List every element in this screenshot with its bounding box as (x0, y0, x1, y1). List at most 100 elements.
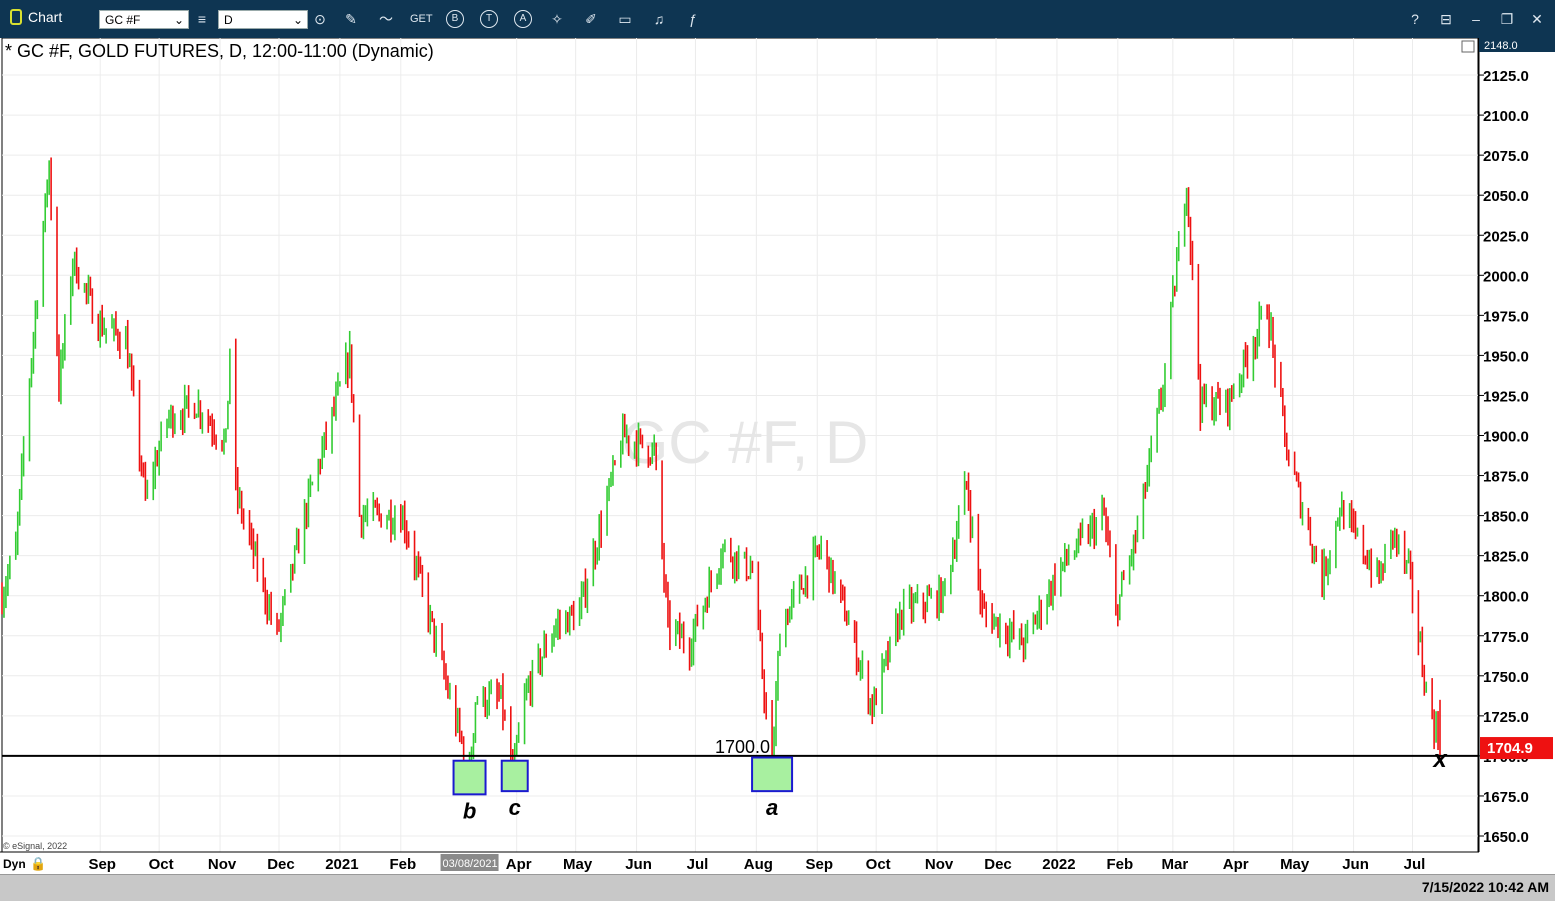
last-price-box (1480, 737, 1553, 760)
cursor-date-box (440, 854, 499, 871)
time-tick-label: Apr (506, 856, 532, 873)
time-tick-label: Jul (687, 856, 709, 873)
price-tick-label: 1925.0 (1483, 388, 1529, 405)
annotation-box-c[interactable] (500, 759, 529, 793)
t-circle-icon[interactable]: T (480, 10, 498, 28)
time-tick-label: Feb (389, 856, 416, 873)
price-tick-label: 1900.0 (1483, 429, 1529, 446)
status-bar: 7/15/2022 10:42 AM (0, 874, 1555, 901)
chart-title: * GC #F, GOLD FUTURES, D, 12:00-11:00 (D… (5, 41, 434, 61)
cursor-date-label: 03/08/2021 (443, 858, 498, 870)
price-tick-label: 1950.0 (1483, 348, 1529, 365)
time-axis-ticks: Sep Oct Nov Dec 2021 Feb Apr May Jun Jul Aug Sep Oct… (88, 856, 1425, 873)
price-axis-ticks: 2125.0 2100.0 2075.0 2050.0 2025.0 2000.0 1975… (1479, 68, 1529, 846)
annotation-box-b[interactable] (452, 759, 487, 796)
time-tick-label: Apr (1223, 856, 1249, 873)
time-tick-label: Oct (149, 856, 174, 873)
close-icon[interactable]: ✕ (1531, 11, 1543, 27)
price-axis[interactable] (1479, 38, 1555, 874)
annotation-box-a[interactable] (751, 756, 794, 793)
chevron-down-icon[interactable]: ⌄ (292, 13, 303, 27)
annotation-label-b: b (463, 798, 476, 823)
facebook-icon[interactable]: ƒ (689, 11, 697, 27)
note-icon[interactable]: ⊟ (1440, 11, 1452, 27)
price-tick-label: 1775.0 (1483, 629, 1529, 646)
copyright: © eSignal, 2022 (3, 841, 67, 851)
top-price-box (1479, 38, 1555, 52)
time-tick-label: Aug (744, 856, 773, 873)
time-tick-label: Jun (1342, 856, 1369, 873)
tools-icon[interactable]: ✧ (551, 11, 563, 27)
annotation-label-c: c (509, 795, 521, 820)
price-tick-label: 2025.0 (1483, 228, 1529, 245)
time-tick-label: Sep (806, 856, 834, 873)
time-tick-label: 2022 (1042, 856, 1075, 873)
price-tick-label: 1650.0 (1483, 829, 1529, 846)
trend-icon[interactable]: 〜 (379, 11, 393, 27)
comment-icon[interactable]: ▭ (618, 11, 632, 27)
support-line-label: 1700.0 (715, 737, 770, 757)
price-tick-label: 1975.0 (1483, 308, 1529, 325)
annotation-label-x: x (1431, 746, 1448, 773)
price-bars (1, 157, 1441, 772)
chart-area[interactable]: GC #F, D 1700.0 b c a x * GC #F, GOLD FUTUR… (0, 37, 1555, 874)
app-title: Chart (28, 9, 63, 25)
pencil-icon[interactable]: ✎ (345, 11, 357, 27)
chart-app-icon (10, 9, 22, 25)
interval-clock-icon[interactable]: ⊙ (314, 11, 326, 27)
price-chart[interactable]: GC #F, D 1700.0 b c a x * GC #F, GOLD FUTUR… (0, 37, 1555, 874)
time-tick-label: May (563, 856, 593, 873)
symbol-input[interactable]: GC #F ⌄ (99, 10, 189, 29)
interval-input[interactable]: D ⌄ (218, 10, 308, 29)
price-tick-label: 1750.0 (1483, 669, 1529, 686)
grid (2, 38, 1478, 852)
time-tick-label: Nov (208, 856, 237, 873)
status-timestamp: 7/15/2022 10:42 AM (1421, 879, 1549, 895)
price-tick-label: 2050.0 (1483, 188, 1529, 205)
a-circle-icon[interactable]: A (514, 10, 532, 28)
price-tick-label: 1850.0 (1483, 509, 1529, 526)
interval-value: D (224, 13, 233, 27)
help-icon[interactable]: ? (1411, 11, 1419, 27)
price-tick-label: 1675.0 (1483, 789, 1529, 806)
price-tick-label: 2000.0 (1483, 268, 1529, 285)
top-price-label: 2148.0 (1484, 40, 1518, 52)
time-tick-label: Dec (267, 856, 295, 873)
watermark: GC #F, D (622, 409, 869, 476)
price-tick-label: 2100.0 (1483, 108, 1529, 125)
price-tick-label: 2125.0 (1483, 68, 1529, 85)
restore-icon[interactable]: ❐ (1500, 11, 1514, 27)
annotations: b c a x (452, 746, 1448, 823)
price-tick-label: 1800.0 (1483, 589, 1529, 606)
time-tick-label: Jul (1404, 856, 1426, 873)
b-circle-icon[interactable]: B (446, 10, 464, 28)
price-tick-label: 1725.0 (1483, 709, 1529, 726)
time-tick-label: Nov (925, 856, 954, 873)
price-tick-label: 1825.0 (1483, 549, 1529, 566)
price-tick-label: 2075.0 (1483, 148, 1529, 165)
time-tick-label: Feb (1106, 856, 1133, 873)
get-icon[interactable]: GET (410, 13, 433, 25)
edit-icon[interactable]: ✐ (585, 11, 597, 27)
last-price-label: 1704.9 (1487, 740, 1533, 757)
time-tick-label: Jun (625, 856, 652, 873)
time-tick-label: Mar (1161, 856, 1188, 873)
dyn-label: Dyn (3, 857, 26, 871)
time-axis[interactable] (0, 852, 1479, 874)
time-tick-label: Oct (866, 856, 891, 873)
time-tick-label: Dec (984, 856, 1012, 873)
time-tick-label: May (1280, 856, 1310, 873)
chevron-down-icon[interactable]: ⌄ (173, 13, 184, 27)
minimize-icon[interactable]: – (1472, 11, 1480, 27)
top-toolbar: Chart GC #F ⌄ ≡ D ⌄ ⊙ ✎ 〜 GET B T A ✧ ✐ … (0, 0, 1555, 38)
time-tick-label: Sep (88, 856, 116, 873)
symbol-menu-icon[interactable]: ≡ (197, 11, 207, 27)
maximize-pane-icon[interactable] (1461, 40, 1475, 53)
lock-icon[interactable]: 🔒 (30, 856, 46, 871)
annotation-label-a: a (766, 795, 778, 820)
symbol-value: GC #F (105, 13, 141, 27)
price-tick-label: 1875.0 (1483, 469, 1529, 486)
app-brand: Chart (10, 9, 62, 25)
time-tick-label: 2021 (325, 856, 358, 873)
twitter-icon[interactable]: ♫ (653, 11, 665, 27)
